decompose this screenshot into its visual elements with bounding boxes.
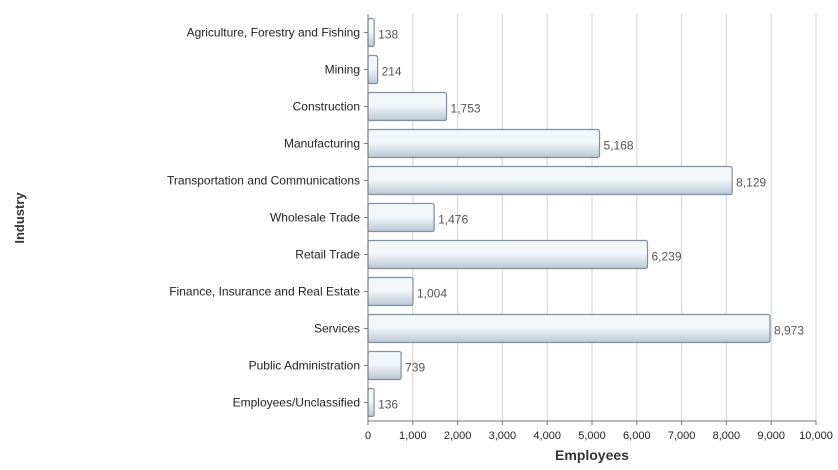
- x-tick-label: 10,000: [799, 430, 833, 442]
- value-label: 136: [378, 398, 398, 412]
- bar: [367, 202, 435, 233]
- bar: [367, 17, 375, 48]
- category-label: Construction: [293, 100, 360, 114]
- x-tick-label: 8,000: [713, 430, 741, 442]
- category-label: Retail Trade: [295, 248, 360, 262]
- category-label: Services: [314, 322, 360, 336]
- category-label: Transportation and Communications: [167, 174, 360, 188]
- category-label: Agriculture, Forestry and Fishing: [187, 26, 360, 40]
- value-label: 1,476: [438, 213, 468, 227]
- bar: [367, 387, 375, 418]
- value-label: 8,973: [774, 324, 804, 338]
- x-tick-label: 3,000: [489, 430, 517, 442]
- y-axis-title: Industry: [12, 192, 27, 244]
- bar: [367, 350, 402, 381]
- x-tick-label: 0: [365, 430, 371, 442]
- x-axis-title: Employees: [555, 447, 629, 463]
- bar: [367, 91, 448, 122]
- category-label: Manufacturing: [284, 137, 360, 151]
- x-tick-label: 7,000: [668, 430, 696, 442]
- bar: [367, 54, 379, 85]
- bar: [367, 128, 601, 159]
- x-tick-label: 1,000: [399, 430, 427, 442]
- category-label: Wholesale Trade: [270, 211, 360, 225]
- x-tick-label: 5,000: [578, 430, 606, 442]
- x-tick-label: 6,000: [623, 430, 651, 442]
- value-label: 5,168: [604, 139, 634, 153]
- bar: [367, 239, 649, 270]
- bar: [367, 165, 733, 196]
- value-label: 8,129: [736, 176, 766, 190]
- x-tick-label: 2,000: [444, 430, 472, 442]
- value-label: 739: [405, 361, 425, 375]
- x-tick-label: 4,000: [533, 430, 561, 442]
- bars: 138 214 1,753 5,168 8,129 1,476 6,239 1,004 8,97…: [367, 17, 804, 418]
- category-label: Employees/Unclassified: [233, 396, 360, 410]
- grid-lines: [412, 14, 817, 421]
- category-label: Finance, Insurance and Real Estate: [169, 285, 360, 299]
- category-label: Mining: [325, 63, 360, 77]
- value-label: 214: [382, 65, 402, 79]
- x-tick-label: 9,000: [757, 430, 785, 442]
- value-label: 1,004: [417, 287, 447, 301]
- value-label: 138: [378, 28, 398, 42]
- value-label: 1,753: [451, 102, 481, 116]
- category-label: Public Administration: [249, 359, 360, 373]
- axes: 0 1,000 2,000 3,000 4,000 5,000 6,000 7,000 8,00…: [167, 14, 833, 442]
- value-label: 6,239: [652, 250, 682, 264]
- bar: [367, 276, 414, 307]
- bar: [367, 313, 771, 344]
